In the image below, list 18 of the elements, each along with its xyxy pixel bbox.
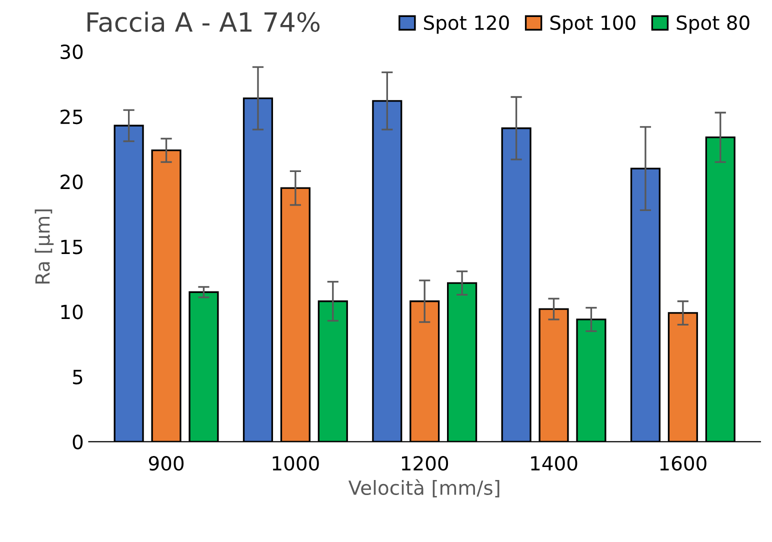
y-tick-label: 30 (60, 44, 83, 60)
y-tick-label: 20 (60, 174, 83, 190)
y-tick-label: 15 (61, 240, 82, 254)
x-tick-label: 1200 (402, 456, 448, 471)
legend-label: Spot 100 (550, 15, 636, 34)
chart-title: Faccia A - A1 74% (88, 12, 320, 32)
y-tick-label: 25 (60, 109, 82, 124)
y-tick-label: 10 (61, 304, 83, 320)
x-tick-label: 1600 (660, 456, 706, 471)
y-axis-title: Ra [µm] (34, 209, 54, 284)
x-tick-label: 900 (148, 456, 184, 471)
x-tick-label: 1000 (272, 456, 319, 471)
x-axis-title: Velocità [mm/s] (348, 479, 500, 498)
x-tick-label: 1400 (531, 456, 578, 471)
legend-label: Spot 120 (424, 15, 509, 34)
legend-label: Spot 80 (676, 15, 750, 34)
y-tick-label: 0 (72, 434, 83, 450)
y-tick-label: 5 (73, 370, 82, 384)
